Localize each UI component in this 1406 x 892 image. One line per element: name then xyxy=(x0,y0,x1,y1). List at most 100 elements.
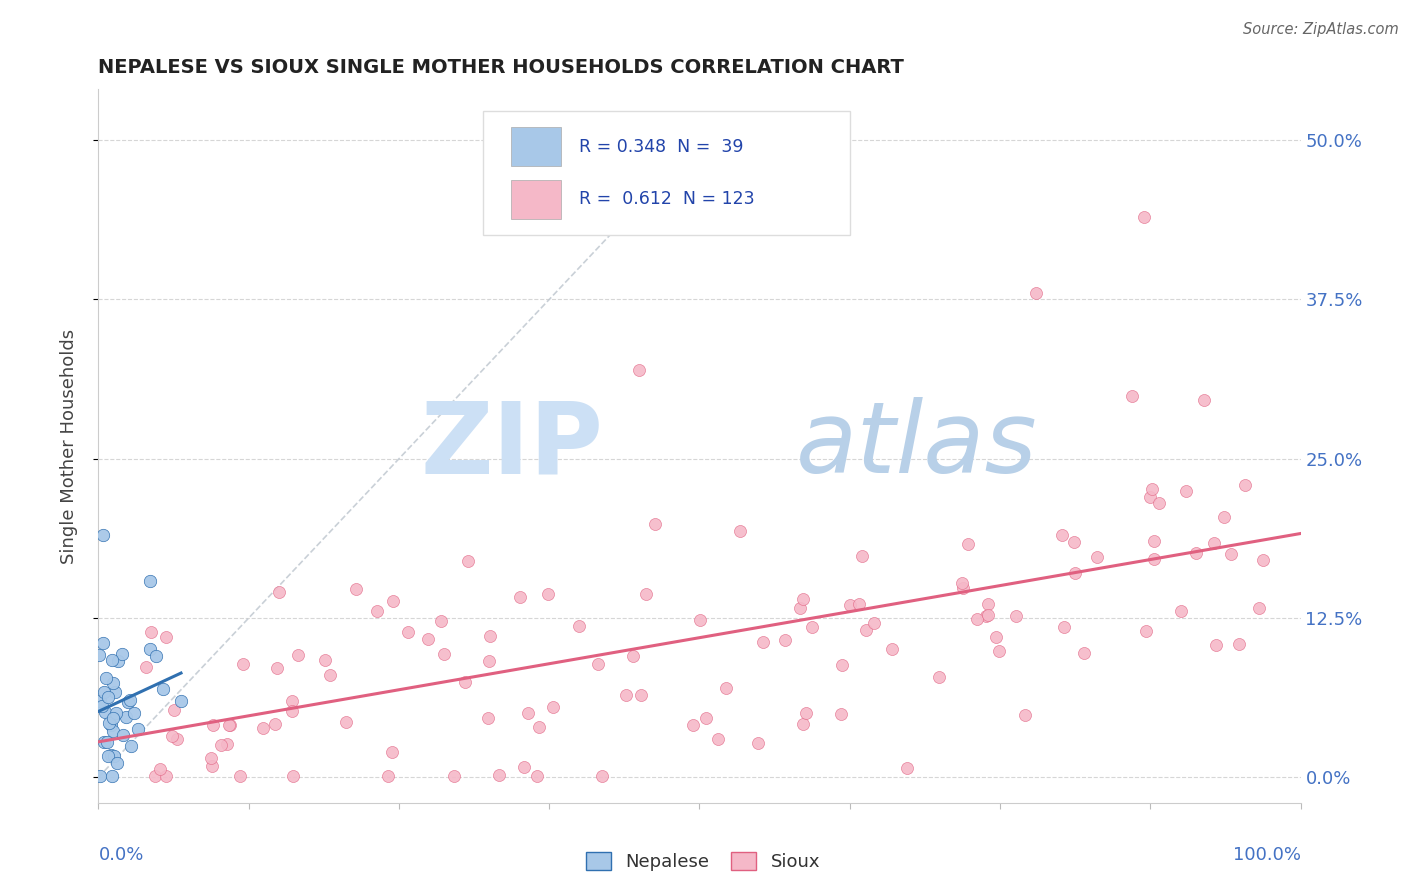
Point xyxy=(794,706,817,721)
Point xyxy=(252,722,274,736)
Point xyxy=(218,718,240,732)
Point xyxy=(831,707,853,722)
Point xyxy=(682,718,704,732)
Point xyxy=(122,706,145,720)
Point xyxy=(839,598,862,612)
Point xyxy=(93,735,115,749)
Text: NEPALESE VS SIOUX SINGLE MOTHER HOUSEHOLDS CORRELATION CHART: NEPALESE VS SIOUX SINGLE MOTHER HOUSEHOL… xyxy=(98,57,904,77)
Point xyxy=(792,716,814,731)
Point xyxy=(229,769,252,783)
Point xyxy=(104,706,127,720)
Point xyxy=(986,630,1008,644)
Point xyxy=(454,675,477,690)
Point xyxy=(568,619,591,633)
Point xyxy=(1229,637,1251,651)
Point xyxy=(730,524,752,538)
Text: ZIP: ZIP xyxy=(420,398,603,494)
Point xyxy=(89,694,111,708)
Point xyxy=(1139,490,1161,504)
Point xyxy=(266,661,288,675)
Point xyxy=(509,590,531,604)
Point xyxy=(1085,549,1108,564)
Point xyxy=(103,749,125,764)
Y-axis label: Single Mother Households: Single Mother Households xyxy=(59,328,77,564)
Point xyxy=(707,731,730,746)
Point xyxy=(94,706,117,720)
Point xyxy=(1147,496,1170,510)
Text: atlas: atlas xyxy=(796,398,1038,494)
Point xyxy=(950,576,973,591)
Point xyxy=(217,738,239,752)
Point xyxy=(966,611,988,625)
Point xyxy=(155,769,177,783)
Point xyxy=(120,693,142,707)
Point xyxy=(1184,546,1206,560)
Point xyxy=(314,653,336,667)
Point xyxy=(591,769,613,783)
Point xyxy=(614,688,637,702)
Point xyxy=(586,657,609,671)
Point xyxy=(319,668,342,682)
Point xyxy=(101,769,124,783)
Point xyxy=(851,549,873,563)
Point xyxy=(1063,535,1085,549)
Point xyxy=(139,641,162,656)
Point xyxy=(94,671,117,685)
Point xyxy=(1220,547,1243,561)
Point xyxy=(135,660,157,674)
Point xyxy=(89,769,111,783)
Point xyxy=(163,703,186,717)
Point xyxy=(201,718,224,732)
Point xyxy=(1005,609,1028,624)
Point xyxy=(848,597,870,611)
Point xyxy=(201,759,224,773)
Point xyxy=(928,670,950,684)
Text: 0.0%: 0.0% xyxy=(98,847,143,864)
Point xyxy=(1143,552,1166,566)
Point xyxy=(1251,553,1274,567)
Point xyxy=(1050,528,1073,542)
Point xyxy=(101,711,124,725)
Point xyxy=(1135,624,1157,639)
FancyBboxPatch shape xyxy=(484,111,849,235)
Point xyxy=(1174,484,1197,499)
Point xyxy=(127,723,149,737)
Point xyxy=(477,711,499,725)
Point xyxy=(478,654,501,668)
Point xyxy=(513,760,536,774)
Point xyxy=(111,728,134,742)
Point xyxy=(855,623,877,637)
Point xyxy=(1142,483,1164,497)
Point xyxy=(695,711,717,725)
Point xyxy=(166,732,188,747)
Point xyxy=(264,717,287,731)
Point xyxy=(1025,286,1047,301)
Point xyxy=(1205,638,1227,652)
Point xyxy=(281,704,304,718)
Point xyxy=(93,685,115,699)
Point xyxy=(630,688,652,702)
Point xyxy=(96,735,118,749)
Point xyxy=(143,769,166,783)
Point xyxy=(87,648,110,663)
Point xyxy=(160,729,183,743)
Point xyxy=(344,582,367,596)
Point xyxy=(896,761,918,775)
Point xyxy=(377,769,399,783)
Point xyxy=(628,362,651,376)
Point xyxy=(120,739,142,753)
Point xyxy=(526,769,548,783)
Point xyxy=(232,657,254,671)
Point xyxy=(200,750,222,764)
Point xyxy=(283,769,305,783)
Point xyxy=(396,625,419,640)
Point xyxy=(170,694,193,708)
Point xyxy=(111,647,134,661)
Point xyxy=(1121,389,1143,403)
Point xyxy=(1170,604,1192,618)
Point xyxy=(148,762,170,776)
Point xyxy=(105,756,128,771)
Point xyxy=(93,636,115,650)
Point xyxy=(987,644,1010,658)
Point xyxy=(155,631,177,645)
